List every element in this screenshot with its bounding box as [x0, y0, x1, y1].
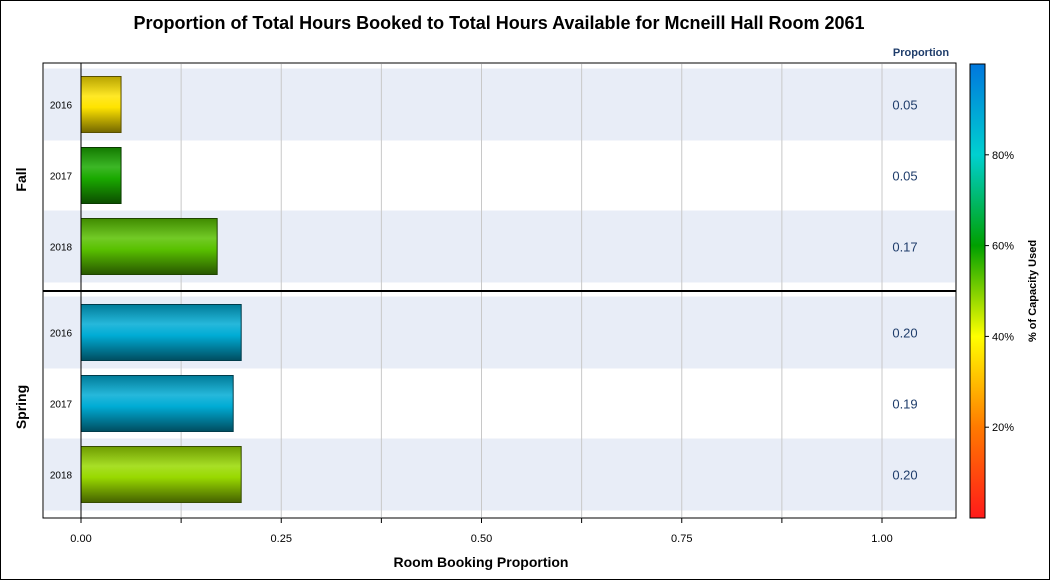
value-label: 0.05	[892, 169, 917, 184]
plot-area: 2016 0.05 2017 0.05 2018 0.17 Fall 2016 0.20 2017…	[13, 62, 957, 545]
y-tick-label: 2017	[50, 172, 73, 183]
bar	[80, 446, 242, 503]
y-tick-label: 2016	[50, 101, 73, 112]
colorbar-tick-label: 80%	[992, 150, 1014, 162]
x-axis-title: Room Booking Proportion	[394, 554, 569, 570]
colorbar-tick-label: 20%	[992, 422, 1014, 434]
x-tick-label: 1.00	[871, 533, 892, 545]
row-band	[44, 68, 955, 141]
y-tick-label: 2017	[50, 400, 73, 411]
x-tick-label: 0.75	[671, 533, 692, 545]
group-label: Fall	[13, 167, 29, 191]
bar	[80, 147, 122, 204]
bar	[80, 375, 234, 432]
value-label: 0.20	[892, 326, 917, 341]
colorbar-title: % of Capacity Used	[1027, 240, 1039, 342]
colorbar-tick-label: 40%	[992, 331, 1014, 343]
value-column-header: Proportion	[893, 47, 949, 59]
value-label: 0.17	[892, 240, 917, 255]
bar	[80, 304, 242, 361]
y-tick-label: 2018	[50, 243, 73, 254]
value-label: 0.19	[892, 397, 917, 412]
value-label: 0.05	[892, 98, 917, 113]
y-tick-label: 2018	[50, 471, 73, 482]
chart-title: Proportion of Total Hours Booked to Tota…	[133, 13, 864, 33]
value-label: 0.20	[892, 468, 917, 483]
colorbar	[969, 63, 986, 519]
bar	[80, 76, 122, 133]
colorbar-legend: 20% 40% 60% 80% % of Capacity Used	[969, 63, 1039, 519]
x-tick-label: 0.00	[70, 533, 91, 545]
y-tick-label: 2016	[50, 329, 73, 340]
group-label: Spring	[13, 385, 29, 429]
bar	[80, 218, 218, 275]
x-tick-label: 0.25	[271, 533, 292, 545]
x-tick-label: 0.50	[471, 533, 492, 545]
colorbar-tick-label: 60%	[992, 241, 1014, 253]
